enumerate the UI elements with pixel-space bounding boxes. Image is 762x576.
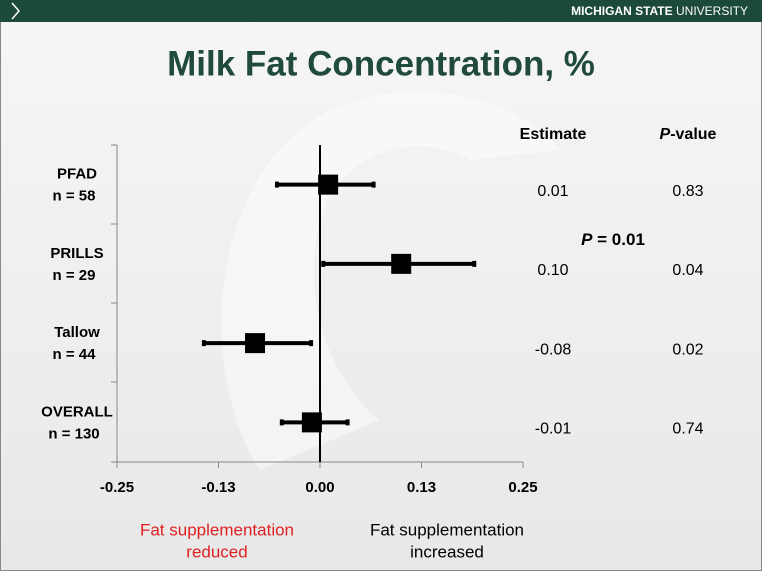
estimate-label: -0.08	[535, 341, 572, 358]
x-tick-label: -0.13	[201, 479, 235, 496]
x-tick-label: 0.00	[305, 479, 334, 496]
x-tick-label: 0.13	[407, 479, 436, 496]
category-label: Tallow	[54, 324, 100, 341]
header-bar	[0, 0, 762, 22]
direction-label-right: Fat supplementation	[370, 520, 524, 539]
x-tick-label: -0.25	[100, 479, 134, 496]
category-label: PRILLS	[50, 245, 103, 262]
p-value: 0.02	[672, 341, 703, 358]
estimate-marker	[245, 333, 266, 354]
chart-title: Milk Fat Concentration, %	[167, 44, 595, 83]
estimate-label: 0.01	[537, 183, 568, 200]
estimate-label: -0.01	[535, 421, 572, 438]
p-text: -value	[670, 126, 716, 143]
n-label: n = 44	[53, 346, 97, 363]
p-value: 0.74	[672, 421, 703, 438]
category-label: OVERALL	[41, 403, 113, 420]
category-label: PFAD	[57, 166, 97, 183]
p-value: 0.04	[672, 262, 703, 279]
n-label: n = 29	[53, 267, 96, 284]
y-axis-ticks	[111, 144, 117, 463]
n-label: n = 58	[53, 188, 96, 205]
n-label: n = 130	[48, 425, 99, 442]
brand-regular: UNIVERSITY	[676, 4, 748, 18]
direction-label-left: Fat supplementation	[140, 520, 294, 539]
annotation-symbol: P	[581, 230, 593, 249]
brand-bold: MICHIGAN STATE	[571, 4, 673, 18]
estimate-label: 0.10	[537, 262, 568, 279]
chevron	[11, 2, 20, 20]
estimate-marker	[301, 412, 322, 433]
p-symbol: P	[660, 126, 671, 143]
p-value: 0.83	[672, 183, 703, 200]
brand: MICHIGAN STATE UNIVERSITY	[571, 4, 748, 18]
annotation: P = 0.01	[581, 230, 645, 249]
estimate-marker	[318, 174, 339, 195]
annotation-text: = 0.01	[597, 230, 645, 249]
estimate-marker	[391, 253, 412, 274]
direction-label-left: reduced	[186, 542, 247, 561]
estimate-header: Estimate	[520, 126, 587, 143]
x-tick-label: 0.25	[508, 479, 537, 496]
direction-label-right: increased	[410, 542, 484, 561]
p-header: P-value	[660, 126, 717, 143]
